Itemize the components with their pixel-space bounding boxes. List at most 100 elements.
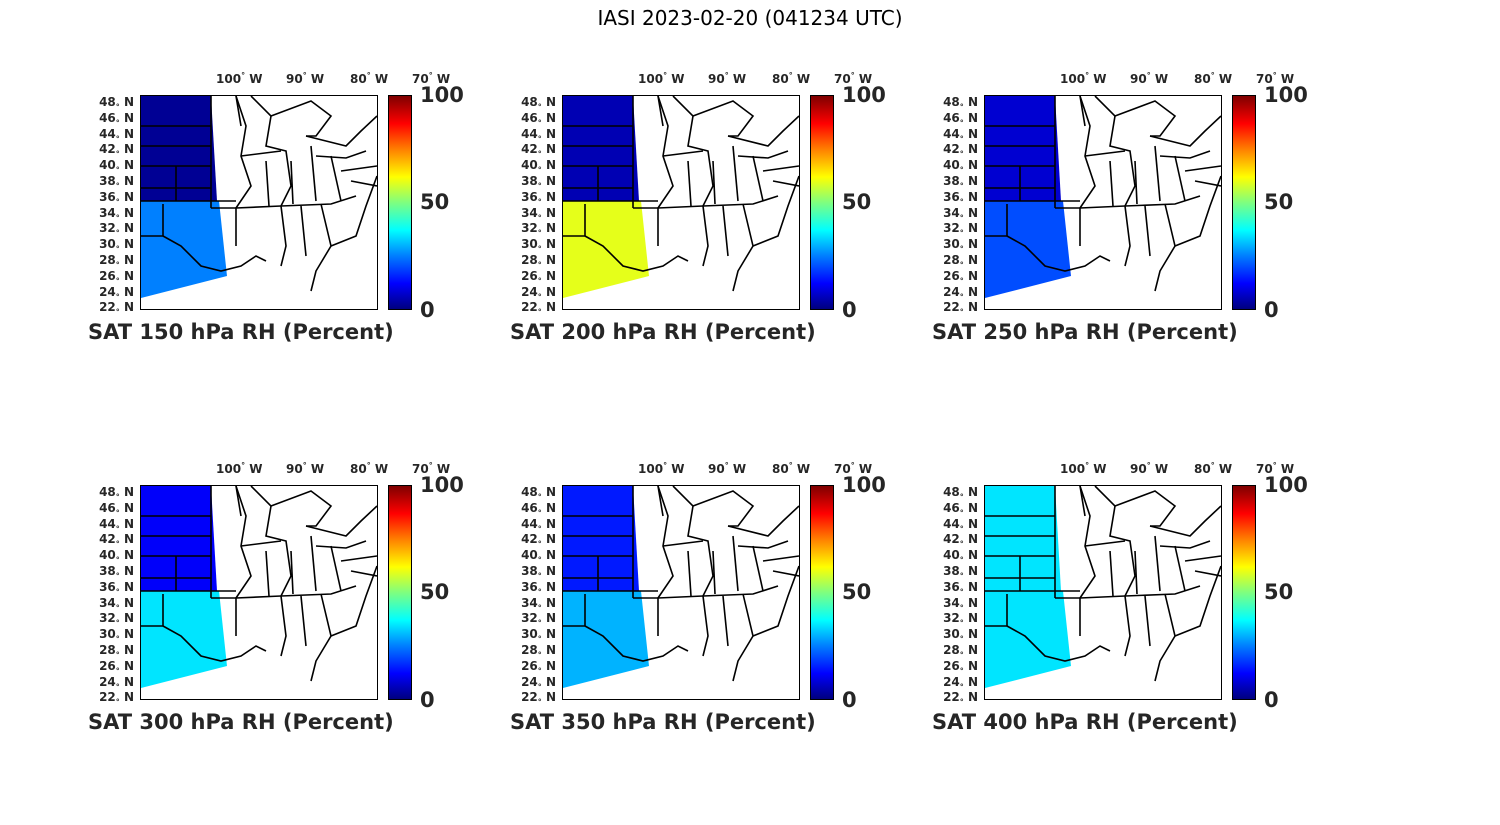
state-boundary [1114, 100, 1177, 137]
latitude-tick-label: 48° N [521, 95, 556, 112]
latitude-tick-label: 32° N [521, 221, 556, 238]
figure-title: IASI 2023-02-20 (041234 UTC) [597, 6, 903, 30]
state-boundary [270, 100, 333, 137]
map-svg [141, 96, 377, 298]
state-boundary [672, 96, 714, 207]
state-boundary [1134, 160, 1138, 205]
colorbar-tick-label: 50 [420, 190, 450, 214]
latitude-tick-label: 26° N [943, 268, 978, 286]
latitude-tick-label: 24° N [943, 674, 978, 691]
state-boundary [732, 203, 754, 292]
map-area [140, 485, 378, 700]
latitude-tick-label: 34° N [521, 595, 556, 612]
state-boundary [310, 145, 317, 202]
latitude-tick-label: 38° N [99, 174, 134, 191]
state-boundary [240, 540, 282, 547]
swath-north [141, 96, 217, 201]
state-boundary [280, 595, 287, 657]
longitude-tick-label: 100° W [638, 71, 685, 86]
state-boundary [672, 486, 714, 597]
state-boundary [1084, 150, 1126, 157]
state-boundary [310, 203, 332, 292]
colorbar-tick-label: 0 [842, 688, 857, 712]
latitude-tick-label: 48° N [99, 485, 134, 502]
latitude-labels: 48° N 46° N 44° N 42° N 40° N 38° N 36° N 34° N… [88, 95, 136, 317]
colorbar-tick-label: 100 [842, 473, 886, 497]
state-boundary [1114, 490, 1177, 527]
latitude-tick-label: 44° N [99, 126, 134, 143]
state-boundary [235, 585, 357, 599]
latitude-tick-label: 38° N [521, 564, 556, 581]
state-boundary [235, 96, 242, 127]
state-boundary [305, 505, 377, 537]
latitude-tick-label: 34° N [943, 205, 978, 222]
latitude-tick-label: 44° N [99, 516, 134, 533]
panel-title: SAT 400 hPa RH (Percent) [932, 710, 1238, 734]
colorbar [388, 95, 412, 310]
longitude-tick-label: 90° W [286, 71, 325, 86]
state-boundary [584, 625, 689, 662]
latitude-tick-label: 26° N [521, 268, 556, 286]
state-boundary [1194, 570, 1221, 577]
latitude-tick-label: 32° N [99, 611, 134, 628]
latitude-tick-label: 26° N [521, 658, 556, 676]
state-boundary [300, 595, 307, 647]
state-boundary [737, 150, 789, 159]
longitude-tick-label: 80° W [772, 461, 811, 476]
state-boundary [584, 235, 689, 272]
latitude-tick-label: 38° N [943, 564, 978, 581]
colorbar [388, 485, 412, 700]
swath-north [563, 96, 639, 201]
longitude-tick-label: 80° W [1194, 461, 1233, 476]
state-boundary [732, 593, 754, 682]
colorbar-tick-label: 0 [1264, 688, 1279, 712]
latitude-tick-label: 46° N [521, 110, 556, 128]
longitude-labels: 100° W 90° W 80° W 70° W [140, 461, 450, 479]
colorbar-tick-label: 100 [1264, 473, 1308, 497]
latitude-tick-label: 46° N [521, 500, 556, 518]
latitude-tick-label: 32° N [943, 611, 978, 628]
latitude-tick-label: 46° N [99, 110, 134, 128]
state-boundary [1154, 535, 1161, 592]
state-boundary [1194, 180, 1221, 187]
latitude-tick-label: 40° N [99, 548, 134, 565]
state-boundary [1174, 155, 1186, 202]
latitude-tick-label: 24° N [521, 284, 556, 301]
latitude-tick-label: 30° N [99, 627, 134, 644]
latitude-tick-label: 26° N [99, 268, 134, 286]
latitude-labels: 48° N 46° N 44° N 42° N 40° N 38° N 36° N 34° N… [510, 485, 558, 707]
map-svg [563, 96, 799, 298]
latitude-tick-label: 24° N [943, 284, 978, 301]
map-panel: 100° W 90° W 80° W 70° W 48° N 46° N 44° N 42° … [932, 55, 1322, 344]
latitude-tick-label: 28° N [99, 643, 134, 660]
state-boundary [162, 625, 267, 662]
map-svg [985, 96, 1221, 298]
state-boundary [1154, 203, 1176, 292]
colorbar-tick-label: 0 [420, 298, 435, 322]
latitude-tick-label: 36° N [521, 189, 556, 207]
longitude-tick-label: 70° W [834, 71, 873, 86]
longitude-labels: 100° W 90° W 80° W 70° W [984, 71, 1294, 89]
colorbar-tick-label: 0 [1264, 298, 1279, 322]
map-panel: 100° W 90° W 80° W 70° W 48° N 46° N 44° N 42° … [510, 445, 900, 734]
latitude-tick-label: 22° N [99, 300, 134, 317]
latitude-tick-label: 28° N [99, 253, 134, 270]
latitude-tick-label: 44° N [521, 516, 556, 533]
latitude-tick-label: 46° N [943, 500, 978, 518]
state-boundary [762, 555, 799, 562]
latitude-tick-label: 42° N [99, 532, 134, 549]
state-boundary [727, 115, 799, 147]
latitude-tick-label: 36° N [99, 189, 134, 207]
longitude-labels: 100° W 90° W 80° W 70° W [140, 71, 450, 89]
swath-north [985, 486, 1061, 591]
state-boundary [657, 195, 779, 209]
state-boundary [1109, 550, 1114, 597]
map-area [984, 95, 1222, 310]
state-boundary [300, 205, 307, 257]
colorbar-tick-label: 100 [420, 83, 464, 107]
state-boundary [712, 160, 716, 205]
longitude-tick-label: 90° W [286, 461, 325, 476]
latitude-tick-label: 38° N [521, 174, 556, 191]
state-boundary [1109, 160, 1114, 207]
state-boundary [1094, 96, 1136, 207]
